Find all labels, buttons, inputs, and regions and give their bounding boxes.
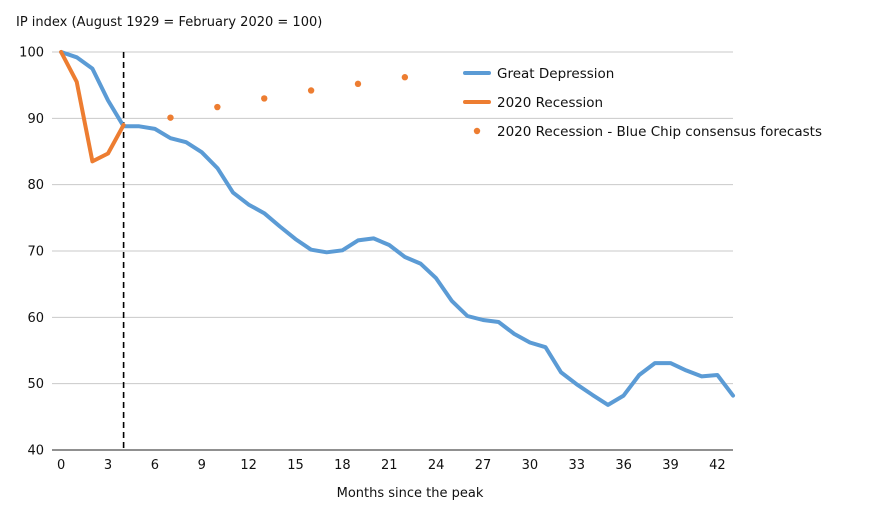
x-tick-label-18: 18 (334, 458, 351, 473)
point-forecasts-10 (214, 103, 221, 111)
x-tick-label-21: 21 (381, 458, 398, 473)
x-tick-label-9: 9 (198, 458, 206, 473)
x-tick-labels: 0 3 6 9 12 15 18 21 24 27 30 33 36 39 42 (57, 458, 726, 473)
y-tick-label-90: 90 (27, 112, 44, 127)
y-tick-label-80: 80 (27, 178, 44, 193)
point-forecasts-7 (167, 114, 174, 121)
point-forecasts-13 (261, 95, 268, 102)
x-tick-label-0: 0 (57, 458, 65, 473)
x-tick-label-39: 39 (662, 458, 679, 473)
x-tick-label-30: 30 (522, 458, 539, 473)
legend: Great Depression 2020 Recession 2020 Rec… (463, 66, 822, 140)
x-tick-label-3: 3 (104, 458, 112, 473)
x-tick-label-6: 6 (151, 458, 159, 473)
legend-label-2020-recession: 2020 Recession (497, 95, 603, 111)
y-tick-label-40: 40 (27, 444, 44, 459)
gridlines (52, 51, 733, 385)
y-tick-label-50: 50 (27, 377, 44, 392)
x-axis-title: Months since the peak (337, 486, 484, 501)
x-tick-label-27: 27 (475, 458, 492, 473)
x-tick-label-24: 24 (428, 458, 445, 473)
series-line-great_depression (59, 50, 735, 407)
legend-swatch-forecasts (473, 127, 481, 135)
point-forecasts-16 (307, 87, 315, 94)
y-tick-label-100: 100 (19, 46, 44, 61)
x-tick-label-42: 42 (709, 458, 726, 473)
y-tick-label-60: 60 (27, 311, 44, 326)
x-tick-label-36: 36 (615, 458, 632, 473)
x-tick-label-33: 33 (568, 458, 585, 473)
y-tick-labels: 40 50 60 70 80 90 100 (19, 46, 44, 459)
series-line-recession_2020 (59, 50, 126, 164)
point-forecasts-19 (354, 80, 362, 88)
legend-label-great-depression: Great Depression (497, 66, 614, 82)
y-tick-label-70: 70 (27, 245, 44, 260)
x-tick-label-12: 12 (240, 458, 257, 473)
legend-label-forecasts: 2020 Recession - Blue Chip consensus for… (497, 124, 822, 140)
series (59, 50, 735, 407)
point-forecasts-22 (401, 74, 409, 81)
x-tick-label-15: 15 (287, 458, 304, 473)
y-axis-title: IP index (August 1929 = February 2020 = … (16, 15, 322, 30)
